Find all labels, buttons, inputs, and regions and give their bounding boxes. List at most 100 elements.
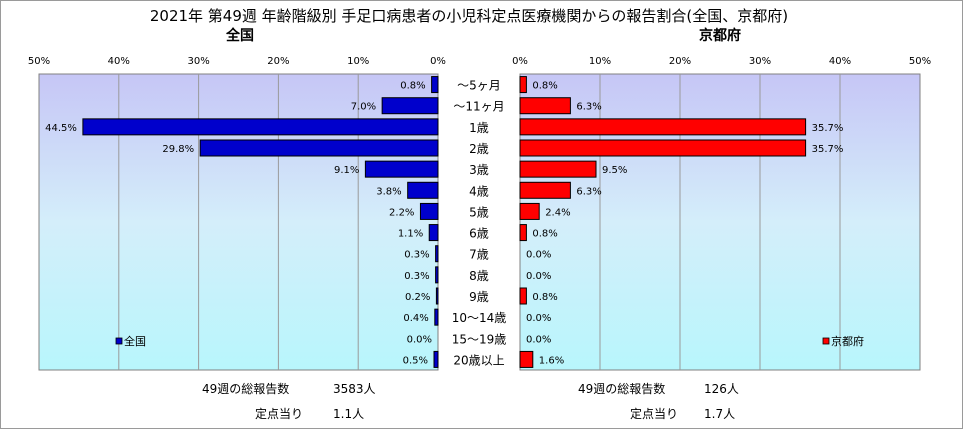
left-total-label: 49週の総報告数 [202,381,289,396]
left-bar [433,350,439,368]
left-total-value: 3583人 [333,382,376,396]
left-bar [435,245,439,263]
left-tick-label: 10% [347,56,369,67]
right-data-label: 0.0% [526,250,551,261]
right-bar [519,202,540,220]
right-data-label: 0.0% [526,313,551,324]
right-data-label: 6.3% [576,186,601,197]
left-bar [381,97,439,115]
left-tick-label: 20% [267,56,289,67]
right-bar [519,76,527,94]
right-data-label: 0.8% [532,81,557,92]
category-label: 5歳 [469,205,489,219]
right-data-label: 1.6% [539,355,564,366]
right-legend-swatch [822,337,830,345]
left-data-label: 1.1% [398,229,423,240]
left-bar [82,118,439,136]
left-bar [407,181,439,199]
category-label: 20歳以上 [453,353,504,367]
category-label: 1歳 [469,121,489,135]
category-label: 4歳 [469,184,489,198]
right-data-label: 2.4% [545,207,570,218]
left-legend-swatch [115,337,123,345]
category-label: 15～19歳 [452,332,507,346]
right-bar [519,97,571,115]
right-tick-label: 0% [512,56,528,67]
right-bar [519,181,571,199]
left-bar [435,266,439,284]
chart-title: 2021年 第49週 年齢階級別 手足口病患者の小児科定点医療機関からの報告割合… [150,7,788,25]
category-label: ～5ヶ月 [457,79,501,93]
left-data-label: 7.0% [351,102,376,113]
left-bar [364,160,439,178]
left-tick-labels: 0% 10% 20% 30% 40% 50% [28,56,446,67]
left-tick-label: 50% [28,56,50,67]
category-labels: ～5ヶ月 ～11ヶ月 1歳 2歳 3歳 4歳 5歳 6歳 7歳 8歳 9歳 10～14歳 15～19歳 2… [452,79,507,368]
right-panel-title: 京都府 [699,27,741,44]
left-data-label: 3.8% [376,186,401,197]
category-label: 2歳 [469,142,489,156]
left-data-label: 0.4% [403,313,428,324]
right-bars [519,76,807,368]
category-label: 9歳 [469,290,489,304]
right-data-label: 9.5% [602,165,627,176]
category-label: 3歳 [469,163,489,177]
right-total-value: 126人 [704,382,739,396]
right-tick-label: 30% [749,56,771,67]
left-legend: 全国 [115,334,146,348]
right-tick-label: 40% [829,56,851,67]
right-data-label: 0.8% [532,292,557,303]
left-data-label: 0.5% [403,355,428,366]
right-per-value: 1.7人 [704,407,735,421]
left-tick-label: 30% [187,56,209,67]
right-data-label: 35.7% [812,123,844,134]
category-label: ～11ヶ月 [453,100,504,114]
right-footer: 49週の総報告数 126人 定点当り 1.7人 [578,381,739,421]
right-tick-label: 20% [669,56,691,67]
left-bar [419,202,439,220]
right-bar [519,118,807,136]
left-panel-title: 全国 [225,27,254,44]
category-label: 10～14歳 [452,311,507,325]
left-tick-label: 40% [108,56,130,67]
left-data-label: 0.0% [407,334,432,345]
right-data-labels: 0.8%6.3%35.7%35.7%9.5%6.3%2.4%0.8%0.0%0.… [526,81,843,367]
left-tick-label: 0% [430,56,446,67]
right-per-label: 定点当り [630,406,678,421]
left-bar [428,224,439,242]
right-data-label: 35.7% [812,144,844,155]
left-bar [199,139,439,157]
left-data-label: 2.2% [389,207,414,218]
left-data-label: 29.8% [162,144,194,155]
right-bar [519,139,807,157]
right-bar [519,160,597,178]
right-total-label: 49週の総報告数 [578,381,665,396]
left-data-label: 0.3% [404,250,429,261]
category-label: 8歳 [469,269,489,283]
left-footer: 49週の総報告数 3583人 定点当り 1.1人 [202,381,376,421]
right-data-label: 0.8% [532,229,557,240]
left-per-value: 1.1人 [333,407,364,421]
left-bar [431,76,439,94]
left-data-label: 44.5% [45,123,77,134]
right-legend-label: 京都府 [831,334,864,348]
left-bar [435,287,439,305]
right-tick-label: 50% [909,56,931,67]
left-legend-label: 全国 [124,334,146,348]
right-bar [519,224,527,242]
category-label: 7歳 [469,248,489,262]
right-data-label: 0.0% [526,334,551,345]
category-label: 6歳 [469,227,489,241]
left-data-labels: 0.8% 7.0% 44.5% 29.8% 9.1% 3.8% 2.2% 1.1% 0.3% 0.… [45,81,432,367]
left-bar [434,308,439,326]
right-tick-label: 10% [589,56,611,67]
right-legend: 京都府 [822,334,864,348]
left-data-label: 9.1% [334,165,359,176]
right-tick-labels: 0% 10% 20% 30% 40% 50% [512,56,931,67]
right-bar [519,350,534,368]
left-per-label: 定点当り [255,406,303,421]
right-bar [519,287,527,305]
left-bars [82,76,439,368]
left-data-label: 0.3% [404,271,429,282]
right-data-label: 6.3% [576,102,601,113]
